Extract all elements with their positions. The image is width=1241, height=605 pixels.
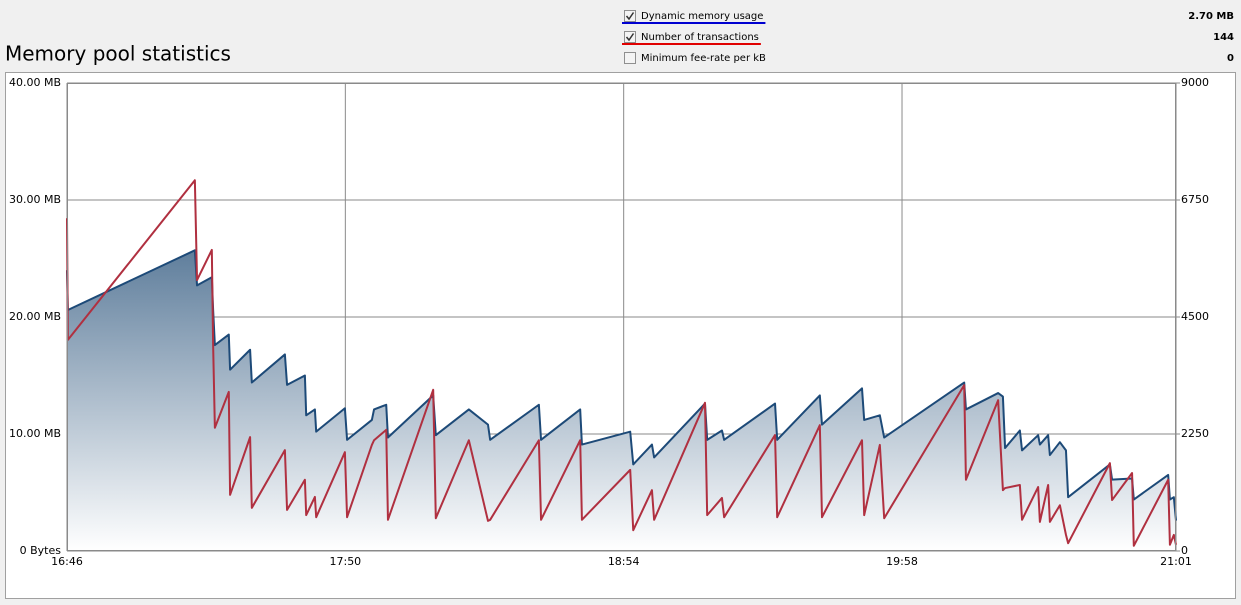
y-tick-label: 20.00 MB: [9, 310, 61, 323]
y2-tick-label: 6750: [1181, 193, 1209, 206]
y-tick-label: 0 Bytes: [20, 544, 62, 557]
x-tick-label: 19:58: [886, 555, 918, 568]
y2-tick-label: 2250: [1181, 427, 1209, 440]
legend-label[interactable]: Dynamic memory usage: [641, 11, 763, 22]
plot-border: [67, 83, 1176, 551]
y-tick-label: 40.00 MB: [9, 76, 61, 89]
legend-label[interactable]: Number of transactions: [641, 32, 759, 43]
y2-tick-label: 4500: [1181, 310, 1209, 323]
legend-checkbox[interactable]: [624, 52, 636, 64]
series-line: [66, 249, 1177, 521]
legend-checkbox[interactable]: [624, 10, 636, 22]
area-fill: [67, 250, 1176, 551]
chart-title: Memory pool statistics: [5, 42, 231, 66]
y-tick-label: 10.00 MB: [9, 427, 61, 440]
legend-checkbox[interactable]: [624, 31, 636, 43]
series-line: [66, 179, 1177, 547]
x-tick-label: 18:54: [608, 555, 640, 568]
legend-label[interactable]: Minimum fee-rate per kB: [641, 53, 766, 64]
y-tick-label: 30.00 MB: [9, 193, 61, 206]
legend-value: 0: [1227, 53, 1234, 64]
legend-value: 2.70 MB: [1188, 11, 1234, 22]
y2-tick-label: 9000: [1181, 76, 1209, 89]
x-tick-label: 17:50: [329, 555, 361, 568]
x-tick-label: 16:46: [51, 555, 83, 568]
x-tick-label: 21:01: [1160, 555, 1192, 568]
legend-checkmark: [625, 33, 635, 42]
legend-value: 144: [1213, 32, 1234, 43]
y2-tick-label: 0: [1181, 544, 1188, 557]
legend-checkmark: [625, 12, 635, 21]
